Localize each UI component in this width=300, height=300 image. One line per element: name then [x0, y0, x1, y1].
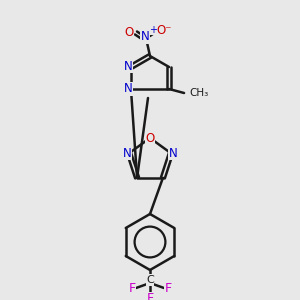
Text: F: F [128, 283, 136, 296]
Text: F: F [146, 292, 154, 300]
Text: N: N [169, 147, 177, 160]
Text: CH₃: CH₃ [189, 88, 208, 98]
Text: N: N [123, 147, 131, 160]
Text: F: F [164, 283, 172, 296]
Text: O: O [146, 131, 154, 145]
Text: O⁻: O⁻ [156, 23, 172, 37]
Text: C: C [146, 275, 154, 285]
Text: N: N [124, 59, 132, 73]
Text: +: + [149, 25, 157, 35]
Text: O: O [124, 26, 134, 38]
Text: N: N [124, 82, 132, 95]
Text: N: N [141, 31, 149, 44]
